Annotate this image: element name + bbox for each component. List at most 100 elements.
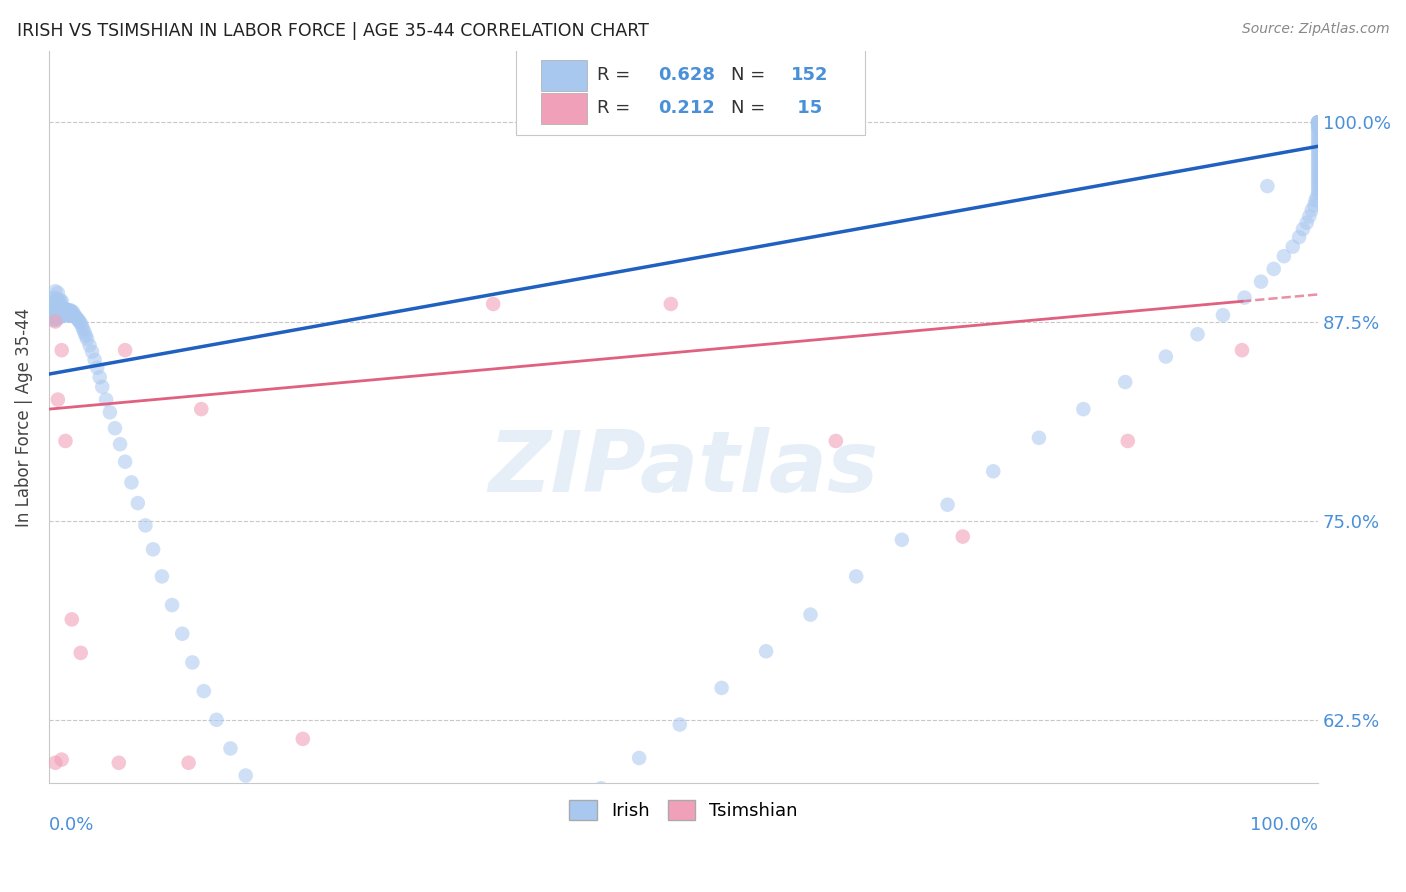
- Point: [1303, 198, 1326, 212]
- Point: [108, 437, 131, 451]
- Point: [628, 751, 651, 765]
- Point: [45, 292, 67, 306]
- Point: [172, 626, 194, 640]
- Point: [65, 310, 87, 324]
- Point: [952, 530, 974, 544]
- Point: [668, 717, 690, 731]
- Text: 100.0%: 100.0%: [1250, 816, 1319, 835]
- Point: [1292, 222, 1315, 236]
- Point: [1230, 343, 1253, 358]
- Point: [114, 343, 136, 358]
- FancyBboxPatch shape: [516, 48, 865, 135]
- Point: [55, 301, 77, 316]
- Point: [69, 646, 91, 660]
- Point: [554, 808, 576, 822]
- Point: [1308, 117, 1330, 131]
- Point: [60, 305, 83, 319]
- Point: [83, 352, 105, 367]
- Point: [1308, 179, 1330, 194]
- Point: [48, 310, 70, 324]
- Point: [94, 392, 117, 407]
- Point: [1306, 190, 1329, 204]
- Point: [44, 293, 66, 308]
- Point: [1308, 186, 1330, 200]
- Point: [86, 360, 108, 375]
- Point: [42, 299, 65, 313]
- Text: R =: R =: [598, 66, 637, 84]
- Point: [1308, 121, 1330, 136]
- Point: [1308, 115, 1330, 129]
- Point: [51, 301, 73, 316]
- Text: Source: ZipAtlas.com: Source: ZipAtlas.com: [1241, 22, 1389, 37]
- Point: [91, 380, 114, 394]
- Text: 152: 152: [792, 66, 830, 84]
- Point: [56, 303, 79, 318]
- Point: [357, 883, 380, 892]
- Point: [250, 794, 273, 808]
- Point: [1308, 163, 1330, 178]
- Legend: Irish, Tsimshian: Irish, Tsimshian: [562, 793, 804, 827]
- Point: [1308, 115, 1330, 129]
- Point: [104, 421, 127, 435]
- Point: [1154, 350, 1177, 364]
- Point: [1308, 115, 1330, 129]
- Point: [70, 319, 93, 334]
- Point: [1308, 115, 1330, 129]
- Point: [1272, 249, 1295, 263]
- Text: R =: R =: [598, 99, 637, 117]
- Point: [269, 818, 291, 832]
- Point: [1233, 291, 1256, 305]
- Point: [193, 684, 215, 698]
- Point: [73, 326, 96, 340]
- Point: [82, 344, 104, 359]
- Point: [134, 518, 156, 533]
- Point: [58, 308, 80, 322]
- Point: [1308, 160, 1330, 174]
- Point: [55, 308, 77, 322]
- Point: [51, 293, 73, 308]
- Point: [59, 308, 82, 322]
- Point: [799, 607, 821, 622]
- Point: [432, 880, 454, 892]
- Point: [1308, 176, 1330, 190]
- Point: [1028, 431, 1050, 445]
- Point: [66, 311, 89, 326]
- Point: [1256, 179, 1278, 194]
- Point: [936, 498, 959, 512]
- Point: [482, 297, 505, 311]
- Point: [205, 713, 228, 727]
- Point: [55, 308, 77, 322]
- Point: [67, 314, 90, 328]
- Point: [72, 322, 94, 336]
- Point: [1308, 119, 1330, 133]
- Point: [291, 731, 314, 746]
- Point: [1187, 327, 1209, 342]
- Point: [42, 311, 65, 326]
- Point: [1308, 125, 1330, 139]
- Point: [46, 301, 69, 316]
- Point: [406, 887, 429, 892]
- Point: [49, 301, 72, 316]
- Point: [42, 313, 65, 327]
- Point: [219, 741, 242, 756]
- Point: [290, 840, 312, 855]
- Point: [51, 753, 73, 767]
- Point: [67, 313, 90, 327]
- Y-axis label: In Labor Force | Age 35-44: In Labor Force | Age 35-44: [15, 308, 32, 526]
- Point: [55, 303, 77, 318]
- Point: [1250, 275, 1272, 289]
- Point: [382, 888, 405, 892]
- Point: [45, 301, 67, 316]
- Point: [114, 455, 136, 469]
- Point: [46, 311, 69, 326]
- Point: [1308, 115, 1330, 129]
- Point: [890, 533, 912, 547]
- Point: [1114, 375, 1136, 389]
- Point: [56, 308, 79, 322]
- Point: [981, 464, 1004, 478]
- Point: [235, 768, 257, 782]
- Point: [46, 392, 69, 407]
- Point: [1308, 128, 1330, 142]
- Point: [75, 329, 97, 343]
- Point: [488, 853, 510, 867]
